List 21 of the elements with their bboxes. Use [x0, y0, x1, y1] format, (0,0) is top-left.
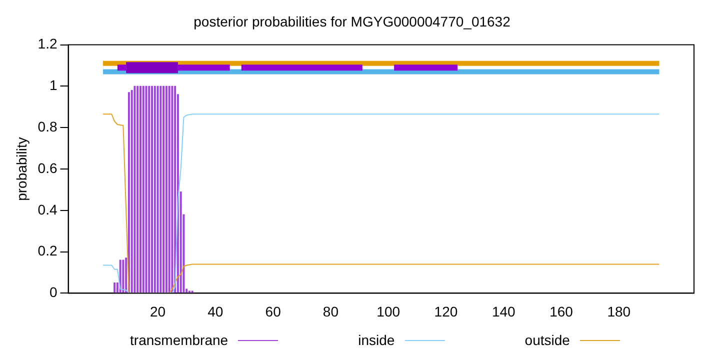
y-tick-label: 0 [49, 284, 58, 300]
legend-label: inside [358, 332, 395, 348]
x-tick-label: 20 [150, 303, 166, 320]
legend-label: transmembrane [130, 332, 228, 348]
y-axis-title: probability [13, 137, 30, 201]
x-tick-label: 140 [492, 303, 516, 320]
x-tick-label: 80 [322, 303, 339, 320]
y-tick-label: 0.2 [38, 242, 58, 259]
x-tick-label: 180 [607, 303, 631, 320]
y-tick-label: 0.8 [38, 118, 58, 134]
y-tick-label: 1.2 [38, 36, 58, 52]
x-tick-label: 100 [376, 303, 400, 320]
y-tick-label: 0.4 [38, 201, 58, 218]
x-tick-label: 120 [434, 303, 458, 320]
y-tick-label: 0.6 [38, 160, 58, 176]
x-tick-label: 60 [265, 303, 282, 320]
chart-title: posterior probabilities for MGYG000004770_01632 [194, 13, 511, 30]
x-tick-label: 40 [208, 303, 224, 320]
legend-label: outside [524, 332, 570, 348]
y-tick-label: 1 [49, 77, 58, 94]
x-tick-label: 160 [550, 303, 574, 320]
